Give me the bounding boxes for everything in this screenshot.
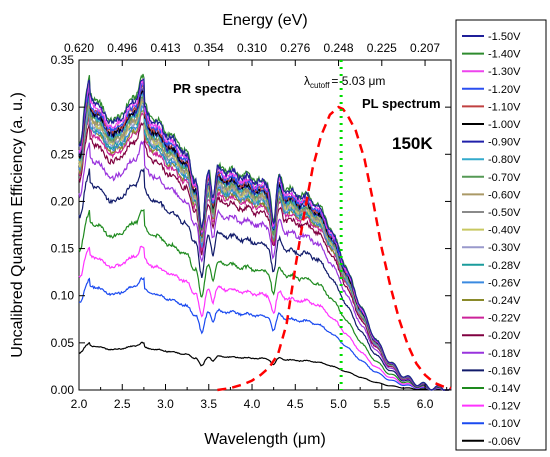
top-tick-label: 0.248 bbox=[324, 41, 354, 55]
x-tick-label: 6.0 bbox=[417, 397, 434, 411]
temperature-label: 150K bbox=[392, 134, 433, 153]
legend-entry-label: -0.80V bbox=[488, 154, 521, 166]
legend-entry-label: -0.10V bbox=[488, 418, 521, 430]
x-tick-label: 4.0 bbox=[244, 397, 261, 411]
legend-entry-label: -0.18V bbox=[488, 348, 521, 360]
pr-series-line bbox=[78, 84, 452, 391]
legend-entry-label: -1.20V bbox=[488, 84, 521, 96]
top-tick-label: 0.413 bbox=[150, 41, 180, 55]
cutoff-symbol: λ bbox=[304, 74, 310, 88]
legend-entry-label: -0.14V bbox=[488, 383, 521, 395]
cutoff-label: λcutoff = 5.03 μm bbox=[304, 74, 385, 90]
legend-entry-label: -1.10V bbox=[488, 101, 521, 113]
legend-entry-label: -0.30V bbox=[488, 242, 521, 254]
x-tick-label: 5.0 bbox=[330, 397, 347, 411]
pr-series-line bbox=[78, 139, 452, 391]
pr-spectra-label: PR spectra bbox=[173, 81, 242, 96]
top-axis-title: Energy (eV) bbox=[222, 12, 307, 29]
y-tick-label: 0.20 bbox=[51, 194, 75, 208]
legend-entry-label: -0.28V bbox=[488, 260, 521, 272]
legend-entry-label: -0.40V bbox=[488, 225, 521, 237]
top-tick-label: 0.225 bbox=[367, 41, 397, 55]
legend: -1.50V -1.40V -1.30V -1.20V -1.10V -1.00V -0.9… bbox=[462, 31, 521, 448]
pr-series-line bbox=[78, 78, 452, 391]
x-tick-label: 2.5 bbox=[114, 397, 131, 411]
legend-entry-label: -1.00V bbox=[488, 119, 521, 131]
pr-series-line bbox=[78, 112, 452, 391]
series-layer bbox=[78, 73, 452, 391]
legend-entry-label: -0.90V bbox=[488, 137, 521, 149]
ticks-layer: 2.0 2.5 3.0 3.5 4.0 4.5 5.0 5.5 6.0 0.00 0.05 0.10 0… bbox=[51, 41, 451, 411]
y-tick-label: 0.35 bbox=[51, 53, 75, 67]
legend-entry-label: -0.12V bbox=[488, 401, 521, 413]
legend-entry-label: -0.50V bbox=[488, 207, 521, 219]
pl-layer bbox=[217, 60, 452, 392]
legend-entry-label: -0.20V bbox=[488, 330, 521, 342]
y-tick-label: 0.15 bbox=[51, 242, 75, 256]
top-tick-label: 0.276 bbox=[280, 41, 310, 55]
top-tick-label: 0.310 bbox=[237, 41, 267, 55]
pr-series-line bbox=[78, 121, 452, 391]
x-axis-title: Wavelength (μm) bbox=[204, 431, 326, 448]
legend-entry-label: -0.24V bbox=[488, 295, 521, 307]
legend-entry-label: -0.70V bbox=[488, 172, 521, 184]
pr-series-line bbox=[78, 245, 452, 391]
y-tick-label: 0.00 bbox=[51, 383, 75, 397]
legend-entry-label: -0.06V bbox=[488, 436, 521, 448]
legend-entry-label: -0.22V bbox=[488, 313, 521, 325]
pr-series-line bbox=[78, 77, 452, 391]
legend-entry-label: -1.30V bbox=[488, 66, 521, 78]
x-tick-label: 3.5 bbox=[200, 397, 217, 411]
plot-frame bbox=[78, 59, 452, 391]
x-tick-label: 2.0 bbox=[71, 397, 88, 411]
legend-entry-label: -1.40V bbox=[488, 49, 521, 61]
legend-entry-label: -0.16V bbox=[488, 365, 521, 377]
top-tick-label: 0.207 bbox=[410, 41, 440, 55]
cutoff-value: = 5.03 μm bbox=[331, 74, 385, 88]
pr-series-line bbox=[78, 167, 452, 391]
y-tick-label: 0.30 bbox=[51, 100, 75, 114]
pl-spectrum-line bbox=[217, 105, 452, 392]
y-tick-label: 0.10 bbox=[51, 289, 75, 303]
pr-series-line bbox=[78, 276, 452, 391]
pr-series-line bbox=[78, 341, 452, 391]
y-tick-label: 0.25 bbox=[51, 147, 75, 161]
legend-entry-label: -0.60V bbox=[488, 189, 521, 201]
top-tick-label: 0.354 bbox=[194, 41, 224, 55]
legend-box bbox=[455, 19, 547, 451]
cutoff-subscript: cutoff bbox=[310, 81, 330, 90]
top-tick-label: 0.620 bbox=[64, 41, 94, 55]
pr-series-line bbox=[78, 209, 452, 391]
y-axis-title: Uncalibred Quantum Efficiency (a. u.) bbox=[9, 92, 26, 358]
legend-entry-label: -1.50V bbox=[488, 31, 521, 43]
x-tick-label: 4.5 bbox=[287, 397, 304, 411]
x-tick-label: 3.0 bbox=[157, 397, 174, 411]
y-tick-label: 0.05 bbox=[51, 336, 75, 350]
pl-spectrum-label: PL spectrum bbox=[362, 96, 441, 111]
legend-entry-label: -0.26V bbox=[488, 277, 521, 289]
x-tick-label: 5.5 bbox=[373, 397, 390, 411]
top-tick-label: 0.496 bbox=[107, 41, 137, 55]
